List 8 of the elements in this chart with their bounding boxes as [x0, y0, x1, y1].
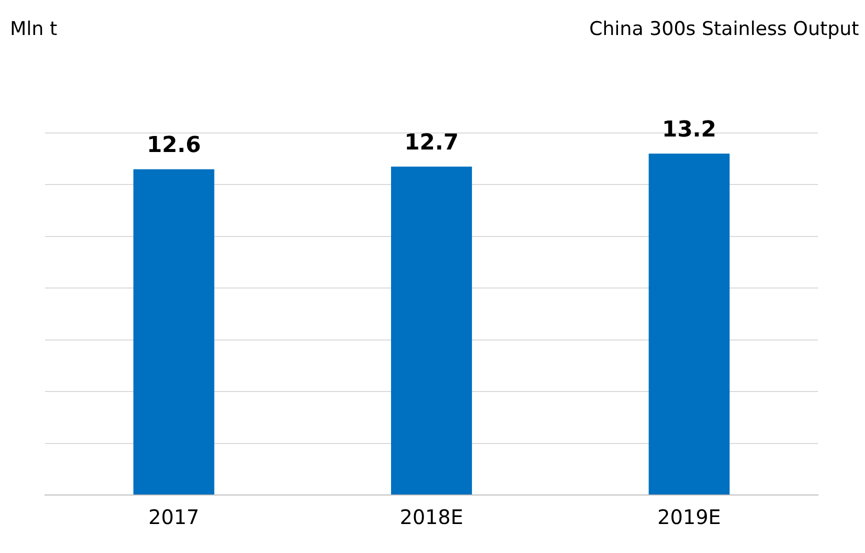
x-tick-label: 2018E: [400, 505, 464, 530]
y-axis-title: Mln t: [10, 18, 58, 40]
data-label: 13.2: [662, 117, 716, 142]
x-tick-label: 2017: [148, 505, 200, 530]
data-label: 12.6: [146, 132, 201, 158]
chart-title: China 300s Stainless Output: [589, 18, 859, 40]
data-label: 12.7: [404, 130, 459, 156]
x-tick-label: 2019E: [657, 505, 721, 530]
